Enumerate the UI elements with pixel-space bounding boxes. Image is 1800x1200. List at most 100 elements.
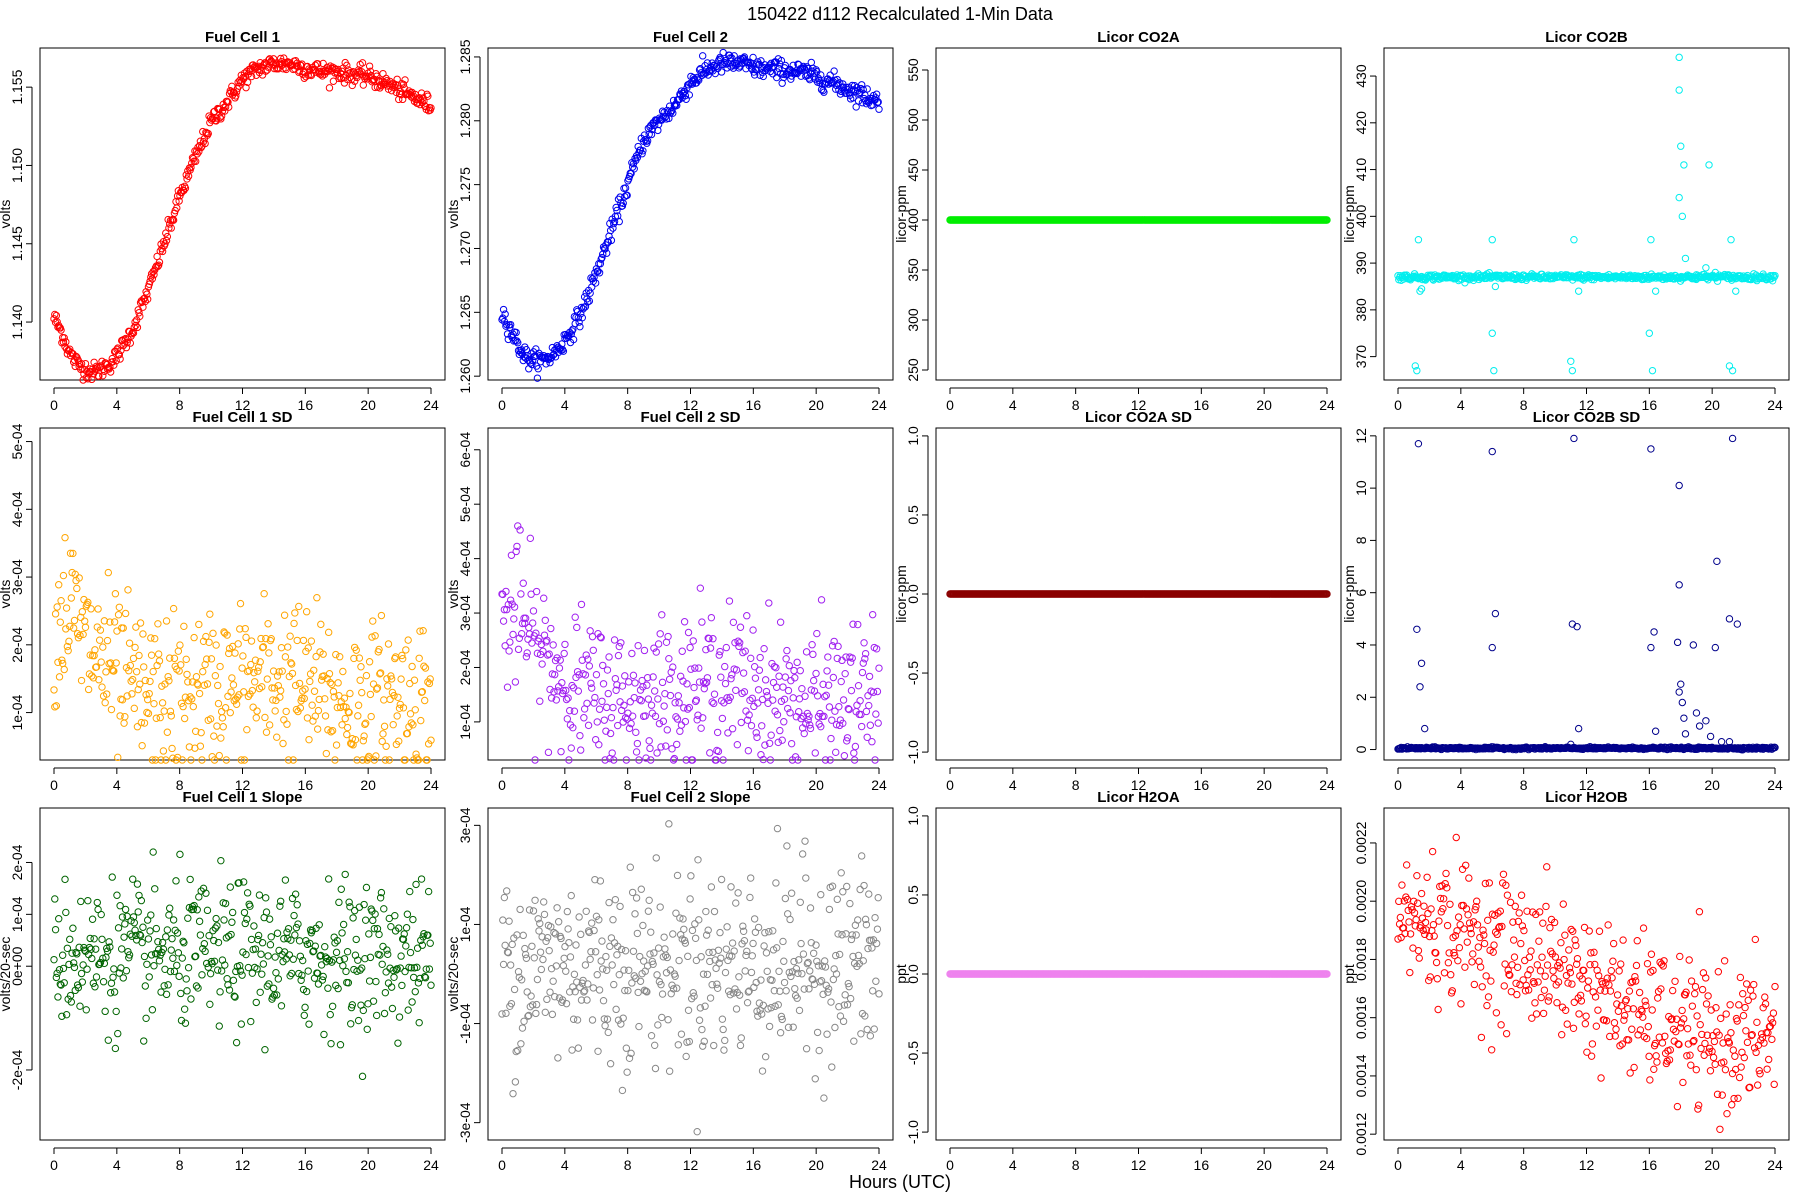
x-tick-label: 8 bbox=[1072, 777, 1080, 793]
data-point bbox=[73, 584, 81, 593]
data-point bbox=[162, 236, 171, 245]
data-point bbox=[50, 686, 58, 694]
data-point bbox=[237, 1020, 246, 1028]
data-point bbox=[79, 630, 87, 639]
data-point bbox=[183, 987, 191, 995]
data-point bbox=[205, 638, 213, 646]
data-point bbox=[109, 357, 117, 366]
data-point bbox=[743, 58, 752, 66]
data-point bbox=[262, 634, 270, 643]
data-point bbox=[628, 163, 637, 171]
y-axis-label: licor-ppm bbox=[1341, 185, 1357, 243]
data-point bbox=[654, 640, 663, 648]
data-point bbox=[718, 1015, 727, 1023]
outlier-point bbox=[1491, 609, 1500, 618]
data-point bbox=[602, 966, 611, 974]
data-point bbox=[528, 360, 536, 369]
data-point bbox=[184, 963, 193, 972]
data-point bbox=[173, 204, 181, 212]
data-point bbox=[629, 671, 638, 680]
data-point bbox=[92, 945, 100, 953]
data-point bbox=[645, 896, 653, 905]
data-point bbox=[98, 683, 106, 691]
data-point bbox=[77, 360, 86, 368]
data-point bbox=[665, 114, 673, 123]
data-point bbox=[772, 73, 781, 82]
data-point bbox=[645, 737, 653, 745]
data-point bbox=[172, 877, 180, 885]
data-point bbox=[394, 693, 402, 701]
data-point bbox=[240, 908, 249, 917]
data-point bbox=[79, 961, 87, 969]
outlier-point bbox=[1680, 714, 1688, 722]
data-point bbox=[639, 921, 647, 930]
data-point bbox=[206, 969, 215, 978]
data-point bbox=[647, 130, 656, 139]
plot-frame bbox=[1383, 47, 1790, 381]
data-point bbox=[633, 929, 642, 938]
data-point bbox=[154, 261, 163, 269]
data-point bbox=[174, 647, 183, 655]
data-point bbox=[69, 549, 77, 558]
data-point bbox=[372, 752, 380, 760]
data-point bbox=[673, 871, 682, 880]
data-point bbox=[631, 910, 639, 918]
y-tick-label: 2e-04 bbox=[9, 627, 25, 663]
data-point bbox=[273, 929, 282, 937]
data-point bbox=[314, 706, 323, 715]
data-point bbox=[635, 1022, 643, 1031]
data-point bbox=[611, 674, 620, 683]
data-point bbox=[59, 338, 68, 346]
data-point bbox=[265, 721, 274, 729]
outlier-point bbox=[1677, 142, 1685, 150]
data-point bbox=[835, 702, 843, 711]
data-point bbox=[191, 727, 200, 735]
data-point bbox=[267, 635, 275, 643]
data-point bbox=[254, 931, 263, 940]
x-tick-label: 24 bbox=[1767, 397, 1783, 413]
data-point bbox=[866, 721, 875, 729]
data-point bbox=[830, 67, 838, 75]
data-point bbox=[501, 941, 509, 950]
y-tick-label: -1.0 bbox=[905, 740, 921, 764]
outlier-point bbox=[1416, 683, 1424, 691]
data-point bbox=[76, 631, 84, 640]
data-point bbox=[243, 915, 251, 923]
data-points bbox=[1394, 434, 1779, 754]
data-point bbox=[244, 963, 253, 972]
data-point bbox=[546, 358, 554, 367]
data-point bbox=[580, 714, 588, 722]
outlier-point bbox=[1567, 357, 1575, 365]
data-point bbox=[825, 703, 834, 711]
data-point bbox=[121, 905, 130, 914]
y-axis-label: volts bbox=[0, 580, 13, 609]
plot-frame bbox=[1383, 427, 1790, 761]
data-point bbox=[694, 856, 702, 864]
outlier-point bbox=[1680, 161, 1688, 169]
data-point bbox=[251, 678, 259, 686]
data-point bbox=[129, 328, 137, 336]
data-point bbox=[88, 915, 97, 923]
data-point bbox=[354, 712, 362, 720]
data-point bbox=[625, 966, 633, 974]
data-point bbox=[95, 636, 104, 644]
data-point bbox=[51, 703, 59, 711]
data-point bbox=[148, 275, 157, 283]
data-point bbox=[425, 679, 434, 688]
data-point bbox=[665, 820, 673, 828]
data-point bbox=[384, 682, 392, 690]
data-point bbox=[158, 247, 167, 256]
data-point bbox=[313, 594, 321, 602]
data-point bbox=[225, 103, 233, 111]
x-tick-label: 24 bbox=[871, 397, 887, 413]
data-point bbox=[251, 656, 260, 664]
data-points bbox=[50, 54, 435, 384]
data-point bbox=[321, 712, 330, 720]
data-point bbox=[584, 721, 593, 730]
data-point bbox=[187, 163, 195, 172]
data-point bbox=[106, 618, 114, 626]
data-point bbox=[629, 947, 638, 955]
data-point bbox=[112, 357, 120, 365]
data-point bbox=[388, 1004, 397, 1013]
figure-x-axis-label: Hours (UTC) bbox=[849, 1172, 951, 1192]
